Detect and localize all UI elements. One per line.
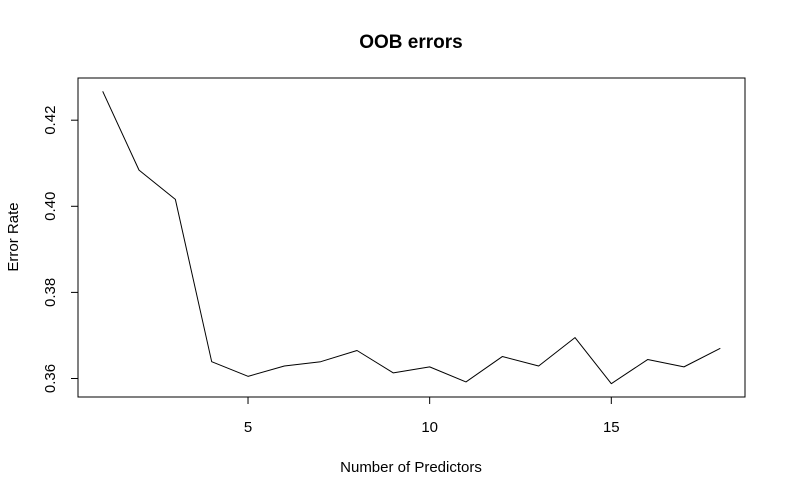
y-tick-label: 0.40 bbox=[42, 192, 59, 221]
y-tick-label: 0.36 bbox=[42, 364, 59, 393]
y-axis: 0.36 0.38 0.40 0.42 bbox=[42, 106, 78, 393]
x-tick-label: 5 bbox=[244, 419, 252, 436]
x-axis-label: Number of Predictors bbox=[340, 459, 482, 476]
x-tick-label: 15 bbox=[603, 419, 620, 436]
plot-area-frame bbox=[77, 77, 746, 398]
x-axis: 5 10 15 bbox=[244, 397, 620, 436]
series-line bbox=[102, 91, 721, 385]
chart-title: OOB errors bbox=[359, 32, 462, 53]
series-layer bbox=[102, 91, 721, 385]
x-tick-label: 10 bbox=[421, 419, 438, 436]
y-tick-label: 0.38 bbox=[42, 278, 59, 307]
y-axis-label: Error Rate bbox=[5, 202, 22, 271]
y-tick-label: 0.42 bbox=[42, 106, 59, 135]
